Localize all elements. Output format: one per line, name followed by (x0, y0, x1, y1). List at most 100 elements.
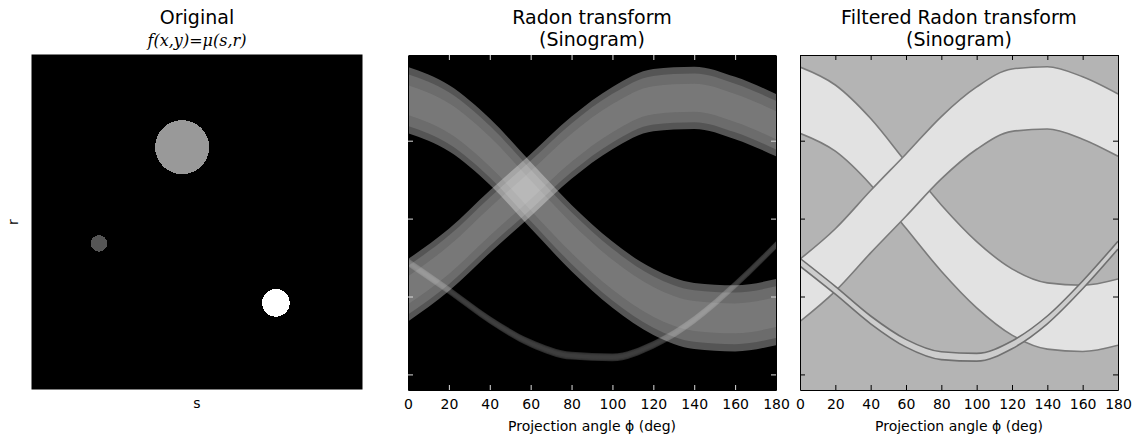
tick: 20 (440, 385, 458, 412)
band-fill (408, 242, 776, 360)
tick-label: 140 (681, 396, 708, 412)
plot-background (408, 55, 776, 390)
tick (1113, 141, 1118, 142)
axis-line (409, 55, 777, 56)
band-edge (800, 249, 1118, 361)
tick-mark (572, 55, 573, 60)
x-axis-title: Projection angle ϕ (deg) (508, 418, 676, 434)
tick-label: 120 (640, 396, 667, 412)
tick-label: 80 (563, 396, 581, 412)
tick-mark (906, 385, 907, 390)
plot-background (800, 55, 1118, 390)
axis-line (776, 56, 777, 391)
tick-mark (735, 385, 736, 390)
tick-label: 140 (1034, 396, 1061, 412)
x-axis-title: Projection angle ϕ (deg) (875, 418, 1043, 434)
tick (771, 297, 776, 298)
tick-label: 20 (440, 396, 458, 412)
disk (155, 120, 209, 174)
axis (801, 55, 1119, 60)
tick: 20 (827, 385, 845, 412)
tick (800, 141, 805, 142)
tick (531, 55, 532, 60)
x-axis-title: s (193, 395, 200, 411)
title: Radon transform (512, 6, 671, 28)
tick-mark (612, 55, 613, 60)
tick-mark (408, 219, 413, 220)
title: Filtered Radon transform (841, 6, 1077, 28)
tick (408, 297, 413, 298)
tick (408, 374, 413, 375)
axis-line (800, 56, 801, 391)
tick-mark (771, 141, 776, 142)
axis-line (1118, 56, 1119, 391)
tick (941, 55, 942, 60)
panel: Radon transform(Sinogram)020406080100120… (404, 6, 790, 434)
axis: 020406080100120140160180 (404, 385, 790, 412)
tick-mark (408, 297, 413, 298)
tick-mark (871, 55, 872, 60)
tick (490, 55, 491, 60)
tick-mark (735, 55, 736, 60)
tick: 140 (1034, 385, 1061, 412)
axis (408, 56, 413, 391)
tick-mark (490, 385, 491, 390)
tick-label: 120 (999, 396, 1026, 412)
tick-mark (449, 385, 450, 390)
band (800, 67, 1118, 322)
tick (1113, 297, 1118, 298)
disk (91, 235, 108, 252)
tick (771, 374, 776, 375)
tick: 80 (563, 385, 581, 412)
tick-mark (771, 219, 776, 220)
tick: 60 (898, 385, 916, 412)
tick: 120 (640, 385, 667, 412)
y-axis-title: r (5, 219, 21, 225)
tick: 160 (722, 385, 749, 412)
tick: 80 (933, 385, 951, 412)
plot-area (408, 55, 776, 390)
tick: 100 (600, 385, 627, 412)
tick (653, 55, 654, 60)
band-edge (800, 67, 1118, 259)
tick-mark (694, 55, 695, 60)
tick-label: 80 (933, 396, 951, 412)
tick-mark (1083, 385, 1084, 390)
tick-label: 0 (796, 396, 805, 412)
title: Original (160, 6, 234, 28)
tick (871, 55, 872, 60)
tick-label: 160 (722, 396, 749, 412)
tick-mark (1113, 374, 1118, 375)
tick-mark (800, 219, 805, 220)
panel: Filtered Radon transform(Sinogram)020406… (796, 6, 1132, 434)
tick: 40 (862, 385, 880, 412)
tick-mark (612, 385, 613, 390)
band (800, 67, 1118, 351)
tick-label: 60 (898, 396, 916, 412)
band-fill (800, 241, 1118, 361)
tick-mark (941, 385, 942, 390)
tick-mark (694, 385, 695, 390)
tick-label: 100 (964, 396, 991, 412)
axis (771, 56, 777, 391)
tick-mark (408, 141, 413, 142)
tick (694, 55, 695, 60)
band-fill (800, 67, 1118, 351)
tick (977, 55, 978, 60)
band-edge (800, 129, 1118, 321)
axis (1113, 56, 1119, 391)
tick-label: 0 (404, 396, 413, 412)
tick (1083, 55, 1084, 60)
axis: 020406080100120140160180 (796, 385, 1132, 412)
band (800, 241, 1118, 361)
tick: 60 (522, 385, 540, 412)
band-fill (408, 67, 776, 351)
tick: 160 (1070, 385, 1097, 412)
axis-line (801, 390, 1119, 391)
tick (408, 141, 413, 142)
tick-mark (1113, 141, 1118, 142)
tick (1012, 55, 1013, 60)
tick-mark (977, 55, 978, 60)
tick (771, 141, 776, 142)
tick-mark (531, 55, 532, 60)
